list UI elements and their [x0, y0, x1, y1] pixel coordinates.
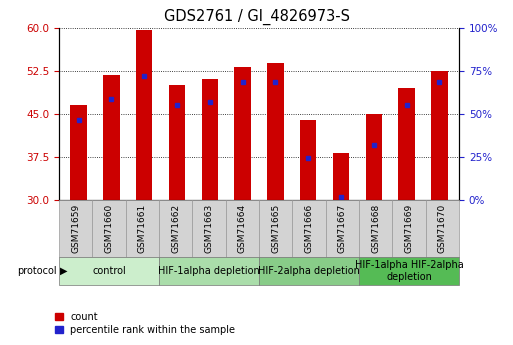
Text: GSM71665: GSM71665 — [271, 204, 280, 253]
Text: GSM71666: GSM71666 — [305, 204, 313, 253]
Text: GSM71660: GSM71660 — [105, 204, 113, 253]
Bar — [333, 153, 349, 200]
Text: GSM71669: GSM71669 — [405, 204, 413, 253]
Bar — [267, 63, 284, 200]
Bar — [136, 30, 152, 200]
Bar — [431, 71, 448, 200]
Text: GSM71661: GSM71661 — [138, 204, 147, 253]
Text: GSM71662: GSM71662 — [171, 204, 180, 253]
Bar — [234, 67, 251, 200]
Text: GDS2761 / GI_4826973-S: GDS2761 / GI_4826973-S — [164, 9, 349, 25]
Text: HIF-1alpha HIF-2alpha
depletion: HIF-1alpha HIF-2alpha depletion — [355, 260, 463, 282]
Text: GSM71664: GSM71664 — [238, 204, 247, 253]
Bar — [399, 88, 415, 200]
Text: GSM71663: GSM71663 — [205, 204, 213, 253]
Text: GSM71668: GSM71668 — [371, 204, 380, 253]
Text: GSM71667: GSM71667 — [338, 204, 347, 253]
Legend: count, percentile rank within the sample: count, percentile rank within the sample — [51, 308, 240, 338]
Bar — [366, 114, 382, 200]
Text: GSM71670: GSM71670 — [438, 204, 447, 253]
Text: ▶: ▶ — [60, 266, 68, 276]
Bar — [70, 105, 87, 200]
Text: HIF-1alpha depletion: HIF-1alpha depletion — [158, 266, 260, 276]
Text: control: control — [92, 266, 126, 276]
Bar — [103, 75, 120, 200]
Bar — [202, 79, 218, 200]
Text: GSM71659: GSM71659 — [71, 204, 80, 253]
Text: protocol: protocol — [17, 266, 56, 276]
Bar — [169, 85, 185, 200]
Text: HIF-2alpha depletion: HIF-2alpha depletion — [258, 266, 360, 276]
Bar — [300, 120, 317, 200]
